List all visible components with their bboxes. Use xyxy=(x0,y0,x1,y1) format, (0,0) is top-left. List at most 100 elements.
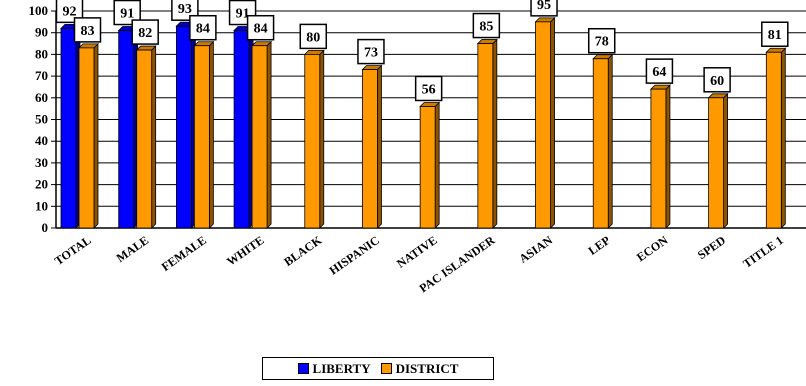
legend-label-liberty: LIBERTY xyxy=(312,360,371,376)
data-label-box xyxy=(55,0,84,24)
bar-district xyxy=(708,97,725,229)
legend-label-district: DISTRICT xyxy=(395,360,459,376)
legend: LIBERTY DISTRICT xyxy=(262,357,494,380)
data-label: 78 xyxy=(595,35,609,50)
bar-top-district xyxy=(193,41,215,47)
data-label: 84 xyxy=(196,22,210,37)
bar-top-district xyxy=(135,45,157,51)
y-tick-label: 40 xyxy=(35,133,48,148)
data-labels: 92 83 91 82 93 84 91 84 80 73 56 85 95 78 64 60 81 xyxy=(55,0,789,102)
data-label-box xyxy=(299,23,328,50)
data-label: 73 xyxy=(364,46,378,61)
y-tick-label: 30 xyxy=(35,155,48,170)
bar-top-district xyxy=(592,54,614,60)
y-tick-labels: 0 10 20 30 40 50 60 70 80 90 100 xyxy=(29,3,49,235)
category-label: ASIAN xyxy=(516,233,555,266)
category-label: TITLE 1 xyxy=(740,233,785,271)
bar-liberty xyxy=(233,30,250,229)
category-label: TOTAL xyxy=(52,233,94,268)
category-label: LEP xyxy=(586,233,613,258)
bars xyxy=(60,16,787,229)
category-labels: TOTAL MALE FEMALE WHITE BLACK HISPANIC NATIVEP… xyxy=(52,233,786,296)
bar-district xyxy=(592,58,609,229)
bar-top-district xyxy=(534,17,556,23)
data-label-box xyxy=(587,27,616,54)
data-label: 81 xyxy=(768,28,782,43)
data-label: 56 xyxy=(422,82,436,97)
bar-side-district xyxy=(266,40,272,229)
data-label: 60 xyxy=(710,74,724,89)
data-label: 92 xyxy=(63,4,77,19)
bar-side-district xyxy=(723,92,729,229)
category-label: HISPANIC xyxy=(327,233,382,278)
bar-district xyxy=(362,69,378,229)
bar-district xyxy=(136,49,153,229)
bar-side-district xyxy=(550,16,555,229)
y-tick-label: 50 xyxy=(35,112,48,127)
bar-side-district xyxy=(665,84,671,229)
bar-district xyxy=(535,21,551,229)
bar-top-district xyxy=(707,93,729,99)
y-tick-label: 60 xyxy=(35,90,48,105)
category-label: FEMALE xyxy=(159,233,209,274)
data-label-box xyxy=(530,0,558,17)
bar-district xyxy=(78,47,95,229)
y-tick-label: 70 xyxy=(35,68,48,83)
bar-side-district xyxy=(319,49,325,229)
liberty-swatch xyxy=(297,363,309,374)
bar-side-district xyxy=(492,38,498,229)
data-label: 91 xyxy=(120,7,134,22)
legend-item-liberty: LIBERTY xyxy=(297,360,371,377)
bar-top-district xyxy=(251,41,273,47)
bar-side-district xyxy=(434,101,440,229)
data-label-box xyxy=(113,0,141,26)
bar-district xyxy=(765,51,782,229)
bar-top-district xyxy=(78,43,99,49)
y-tick-label: 100 xyxy=(29,3,49,18)
data-label: 91 xyxy=(236,7,250,22)
data-label-box xyxy=(73,17,102,43)
bar-side-district xyxy=(208,40,214,229)
data-label-box xyxy=(761,21,789,47)
category-label: BLACK xyxy=(281,233,325,269)
bar-top-district xyxy=(361,65,383,70)
category-label: SPED xyxy=(695,233,728,262)
bar-side-district xyxy=(151,45,157,229)
data-label-box xyxy=(189,14,217,41)
bar-district xyxy=(304,54,321,229)
y-tick-label: 90 xyxy=(35,25,48,40)
data-label-box xyxy=(414,75,443,102)
y-tick-label: 0 xyxy=(42,220,49,235)
data-label-box xyxy=(246,14,275,41)
bar-district xyxy=(419,106,436,229)
data-label: 93 xyxy=(178,2,192,17)
bar-liberty xyxy=(60,27,77,229)
bar-top-district xyxy=(476,39,498,44)
category-label: MALE xyxy=(114,233,152,265)
category-label: NATIVE xyxy=(394,233,440,271)
bar-liberty xyxy=(118,30,135,229)
bar-top-district xyxy=(765,47,787,53)
bar-top-district xyxy=(419,102,441,107)
district-swatch xyxy=(380,363,392,374)
data-label: 82 xyxy=(138,26,152,41)
bar-liberty xyxy=(175,25,192,229)
bar-side-district xyxy=(780,47,786,229)
data-label-box xyxy=(228,0,257,26)
data-label-box xyxy=(703,67,731,93)
data-label-box xyxy=(131,19,159,45)
data-label-box xyxy=(472,12,501,39)
category-label: WHITE xyxy=(224,233,266,269)
data-label: 64 xyxy=(652,65,666,80)
bar-side-district xyxy=(93,42,99,229)
bar-top-district xyxy=(303,50,325,55)
data-label: 80 xyxy=(306,30,320,45)
bar-side-district xyxy=(607,53,613,229)
y-tick-label: 20 xyxy=(35,177,48,192)
bar-district xyxy=(650,88,667,229)
data-label: 83 xyxy=(81,24,95,39)
data-label: 85 xyxy=(479,20,493,35)
data-label-box xyxy=(645,58,674,84)
data-label-box xyxy=(357,38,385,65)
